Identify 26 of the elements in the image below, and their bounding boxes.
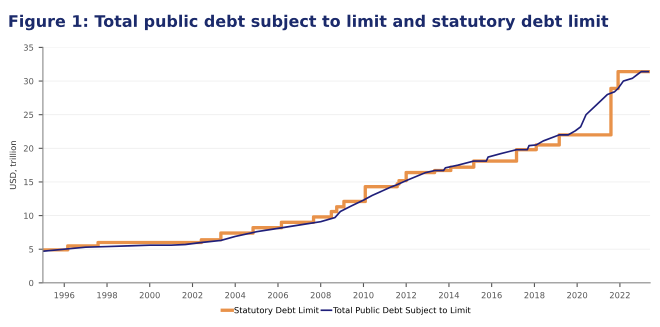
- y-tick-label: 0: [29, 280, 34, 286]
- x-tick-label: 2008: [310, 292, 331, 298]
- x-tick-label: 2004: [225, 292, 246, 298]
- x-tick-label: 2014: [438, 292, 460, 298]
- chart-title: Figure 1: Total public debt subject to limit and statutory debt limit: [9, 14, 608, 30]
- y-tick-label: 15: [24, 179, 34, 186]
- x-tick-label: 2006: [268, 292, 288, 298]
- y-tick-label: 20: [24, 145, 34, 152]
- y-axis-title: USD, trillion: [10, 141, 17, 190]
- x-tick-label: 2018: [524, 292, 544, 298]
- x-tick-label: 1996: [54, 292, 74, 298]
- legend-label: Statutory Debt Limit: [234, 306, 319, 315]
- y-tick-label: 35: [24, 44, 34, 51]
- legend-label: Total Public Debt Subject to Limit: [333, 306, 471, 315]
- x-tick-label: 2002: [182, 292, 202, 298]
- y-tick-label: 10: [24, 212, 34, 219]
- x-tick-label: 2016: [482, 292, 502, 298]
- x-tick-label: 2012: [396, 292, 416, 298]
- y-tick-label: 5: [29, 246, 34, 253]
- x-tick-label: 2022: [610, 292, 630, 298]
- x-tick-label: 1998: [97, 292, 118, 298]
- x-tick-label: 2020: [567, 292, 588, 298]
- y-tick-label: 25: [24, 112, 34, 118]
- x-tick-label: 2000: [140, 292, 160, 298]
- y-tick-label: 30: [24, 78, 34, 84]
- x-tick-label: 2010: [353, 292, 374, 298]
